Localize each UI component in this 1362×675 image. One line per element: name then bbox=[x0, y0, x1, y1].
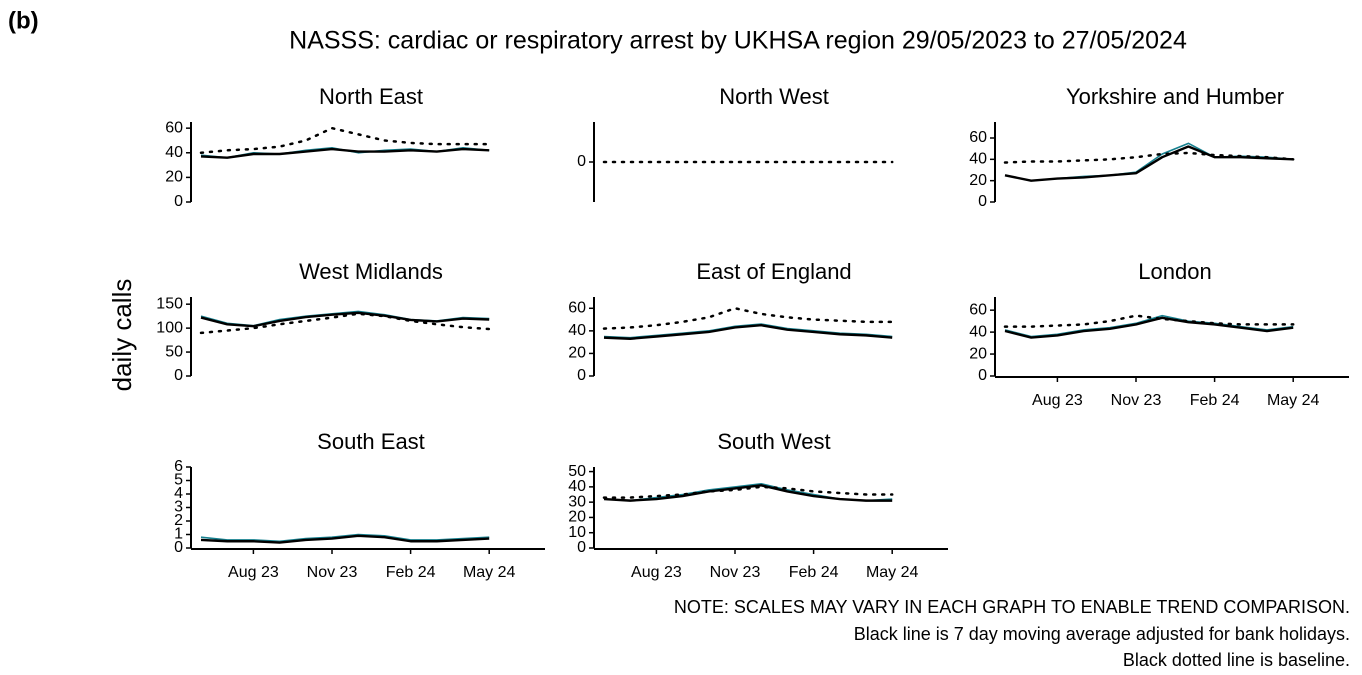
x-tick-label: Feb 24 bbox=[789, 564, 839, 581]
y-tick-label: 4 bbox=[174, 485, 183, 502]
x-tick-label: Nov 23 bbox=[1111, 392, 1162, 409]
y-tick-label: 0 bbox=[577, 153, 586, 170]
y-tick-label: 60 bbox=[969, 301, 987, 318]
x-tick-label: Aug 23 bbox=[1032, 392, 1083, 409]
x-tick-label: Feb 24 bbox=[1190, 392, 1240, 409]
y-tick-label: 0 bbox=[174, 539, 183, 556]
note: Black line is 7 day moving average adjus… bbox=[854, 624, 1350, 644]
y-tick-label: 20 bbox=[568, 345, 586, 362]
panel-title: North East bbox=[319, 84, 423, 109]
panel-title: East of England bbox=[696, 259, 851, 284]
y-tick-label: 20 bbox=[165, 169, 183, 186]
y-tick-label: 0 bbox=[978, 367, 987, 384]
y-tick-label: 0 bbox=[577, 367, 586, 384]
series-line bbox=[1004, 142, 1294, 182]
y-tick-label: 2 bbox=[174, 512, 183, 529]
y-tick-label: 40 bbox=[568, 478, 586, 495]
y-tick-label: 40 bbox=[165, 144, 183, 161]
series-line bbox=[200, 311, 490, 328]
panel-title: Yorkshire and Humber bbox=[1066, 84, 1284, 109]
y-tick-label: 10 bbox=[568, 524, 586, 541]
panel-title: South East bbox=[317, 429, 425, 454]
x-tick-label: Nov 23 bbox=[307, 564, 358, 581]
y-tick-label: 150 bbox=[156, 295, 183, 312]
baseline bbox=[1003, 151, 1295, 164]
series-line bbox=[200, 533, 490, 543]
y-tick-label: 0 bbox=[978, 193, 987, 210]
y-tick-label: 100 bbox=[156, 319, 183, 336]
y-tick-label: 60 bbox=[568, 300, 586, 317]
series-line bbox=[1004, 145, 1294, 182]
note: NOTE: SCALES MAY VARY IN EACH GRAPH TO E… bbox=[674, 597, 1350, 617]
baseline bbox=[1003, 314, 1295, 328]
y-tick-label: 6 bbox=[174, 458, 183, 475]
y-tick-label: 50 bbox=[165, 343, 183, 360]
panel-title: London bbox=[1138, 259, 1211, 284]
panel-label: (b) bbox=[8, 7, 39, 34]
baseline bbox=[602, 307, 894, 330]
x-tick-label: Feb 24 bbox=[386, 564, 436, 581]
panel-title: North West bbox=[719, 84, 829, 109]
baseline bbox=[602, 485, 894, 499]
note: Black dotted line is baseline. bbox=[1123, 650, 1350, 670]
y-tick-label: 3 bbox=[174, 499, 183, 516]
series-line bbox=[1004, 314, 1294, 338]
y-tick-label: 40 bbox=[969, 151, 987, 168]
y-tick-label: 40 bbox=[969, 323, 987, 340]
y-tick-label: 1 bbox=[174, 526, 183, 543]
y-tick-label: 50 bbox=[568, 463, 586, 480]
panel-title: West Midlands bbox=[299, 259, 443, 284]
y-tick-label: 20 bbox=[969, 172, 987, 189]
y-tick-label: 5 bbox=[174, 472, 183, 489]
x-tick-label: May 24 bbox=[866, 564, 919, 581]
y-tick-label: 60 bbox=[969, 129, 987, 146]
series-line bbox=[603, 324, 893, 340]
x-tick-label: May 24 bbox=[463, 564, 516, 581]
y-tick-label: 30 bbox=[568, 493, 586, 510]
x-tick-label: Nov 23 bbox=[710, 564, 761, 581]
series-line bbox=[603, 484, 893, 502]
y-tick-label: 0 bbox=[577, 539, 586, 556]
y-tick-label: 0 bbox=[174, 193, 183, 210]
y-tick-label: 20 bbox=[568, 509, 586, 526]
panel-title: South West bbox=[717, 429, 830, 454]
x-tick-label: Aug 23 bbox=[228, 564, 279, 581]
series-line bbox=[200, 534, 490, 544]
x-tick-label: May 24 bbox=[1267, 392, 1320, 409]
baseline bbox=[199, 126, 491, 155]
series-line bbox=[200, 147, 490, 159]
y-tick-label: 20 bbox=[969, 345, 987, 362]
baseline bbox=[199, 312, 491, 335]
y-tick-label: 60 bbox=[165, 119, 183, 136]
y-tick-label: 40 bbox=[568, 322, 586, 339]
x-tick-label: Aug 23 bbox=[631, 564, 682, 581]
series-line bbox=[1004, 316, 1294, 339]
y-tick-label: 0 bbox=[174, 367, 183, 384]
chart-title: NASSS: cardiac or respiratory arrest by … bbox=[289, 27, 1187, 55]
y-axis-label: daily calls bbox=[107, 279, 137, 392]
